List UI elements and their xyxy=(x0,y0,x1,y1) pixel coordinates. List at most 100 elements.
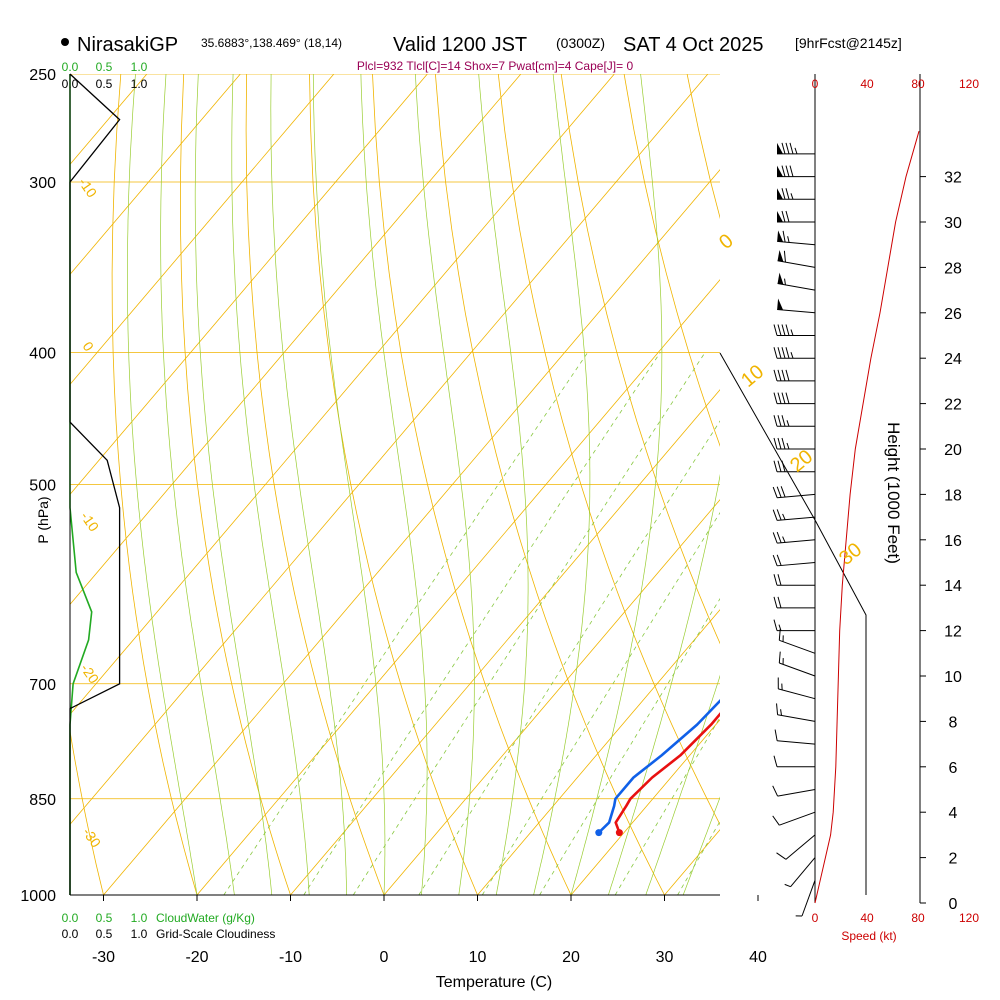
wind-barb xyxy=(772,486,816,499)
mixing-ratio-line xyxy=(418,420,720,895)
cloudiness-top-tick: 1.0 xyxy=(131,77,148,91)
cloud-water-top-tick: 0.0 xyxy=(62,60,79,74)
barb-staff xyxy=(801,880,816,917)
dewpoint-surface-point xyxy=(595,829,603,837)
wind-barb xyxy=(773,619,815,632)
cloudiness-bottom-tick: 0.5 xyxy=(96,927,113,941)
barb-full xyxy=(772,785,779,797)
cloud-water-bottom-tick: 0.5 xyxy=(96,911,113,925)
isotherm-label: -10 xyxy=(78,509,103,535)
wind-barb xyxy=(773,347,815,359)
barb-staff xyxy=(777,562,816,567)
barb-full xyxy=(773,392,778,404)
barb-full xyxy=(772,509,778,521)
wind-barb xyxy=(772,811,816,826)
speed-axis-title: Speed (kt) xyxy=(841,929,896,943)
barb-full xyxy=(785,188,790,200)
barb-full xyxy=(776,531,782,543)
barb-full xyxy=(773,324,778,336)
wind-panel: 0040408080120120024681012141618202224262… xyxy=(719,74,979,925)
y-tick-label: 850 xyxy=(29,792,56,809)
dry-adiabat xyxy=(623,74,720,447)
y-tick-label: 500 xyxy=(29,478,56,495)
wind-barb xyxy=(773,460,815,473)
dry-adiabat xyxy=(309,74,478,895)
wind-barb xyxy=(773,415,815,427)
barb-full xyxy=(781,188,786,200)
barb-full xyxy=(773,619,778,631)
wind-barb xyxy=(777,210,815,223)
isotherm-line xyxy=(103,169,720,895)
barb-full xyxy=(777,574,782,586)
moist-adiabat xyxy=(270,74,347,895)
dewpoint-line xyxy=(597,699,720,834)
barb-staff xyxy=(779,639,816,654)
barb-flag xyxy=(777,249,784,262)
wind-barb xyxy=(795,880,816,917)
height-tick-label: 22 xyxy=(944,397,962,414)
barb-flag xyxy=(777,142,783,154)
height-tick-label: 26 xyxy=(944,306,962,323)
barb-full xyxy=(773,369,778,382)
x-tick-label: -20 xyxy=(185,949,208,966)
isotherm-line xyxy=(383,499,720,895)
isotherm-line xyxy=(70,74,241,276)
speed-bottom-tick: 40 xyxy=(860,911,874,925)
moist-adiabat xyxy=(194,74,273,895)
valid-time: Valid 1200 JST xyxy=(393,34,527,56)
barb-flag xyxy=(777,211,783,222)
wind-barb xyxy=(777,230,816,246)
barb-half xyxy=(786,442,790,450)
moist-adiabat xyxy=(682,796,720,895)
moist-adiabat xyxy=(127,74,198,895)
isotherm-line xyxy=(290,389,720,895)
isotherm-line xyxy=(196,279,720,895)
barb-full xyxy=(781,460,786,472)
barb-staff xyxy=(777,260,816,268)
cloud-water-bottom-tick: 1.0 xyxy=(131,911,148,925)
moist-adiabat xyxy=(360,74,428,895)
isotherm-label: 0 xyxy=(80,339,98,355)
barb-full xyxy=(777,324,782,336)
height-tick-label: 18 xyxy=(944,487,962,504)
station-dot xyxy=(61,38,69,46)
barb-half xyxy=(782,513,786,520)
wind-barb xyxy=(772,554,816,567)
x-tick-label: 30 xyxy=(656,949,674,966)
mixing-ratio-label: 2 xyxy=(300,904,318,917)
wind-barb xyxy=(784,857,816,888)
barb-staff xyxy=(790,857,816,888)
height-tick-label: 28 xyxy=(944,260,962,277)
forecast-label: [9hrFcst@2145z] xyxy=(795,35,902,51)
y-tick-label: 300 xyxy=(29,175,56,192)
height-tick-label: 20 xyxy=(944,442,962,459)
speed-top-tick: 80 xyxy=(911,77,925,91)
barb-half xyxy=(790,193,794,200)
wind-barb xyxy=(772,531,816,544)
y-tick-label: 700 xyxy=(29,677,56,694)
barb-flag xyxy=(777,165,783,177)
x-axis-title: Temperature (C) xyxy=(436,974,552,991)
barb-flag xyxy=(777,230,784,242)
barb-staff xyxy=(778,688,816,700)
moist-adiabat xyxy=(533,74,591,895)
barb-staff xyxy=(777,493,816,499)
barb-full xyxy=(780,486,786,498)
x-tick-label: 10 xyxy=(469,949,487,966)
barb-full xyxy=(777,347,782,359)
wind-barb xyxy=(777,188,815,200)
dry-adiabat xyxy=(560,74,720,645)
isotherm-label: -30 xyxy=(80,825,105,851)
cloud-panel: 0.0 0.5 1.00.0 0.5 1.00.0 0.5 1.00.0 0.5 1.0 xyxy=(62,60,148,941)
barb-full xyxy=(785,210,790,223)
wind-speed-line xyxy=(814,131,920,904)
barb-half xyxy=(782,536,786,543)
barb-full xyxy=(781,415,786,427)
barb-flag xyxy=(777,272,784,285)
wind-barb xyxy=(778,651,816,677)
speed-top-tick: 120 xyxy=(959,77,979,91)
mixing-ratio-label: 3 xyxy=(348,902,366,915)
isotherm-line xyxy=(477,609,720,895)
barb-full xyxy=(785,324,790,336)
barb-staff xyxy=(777,516,816,521)
